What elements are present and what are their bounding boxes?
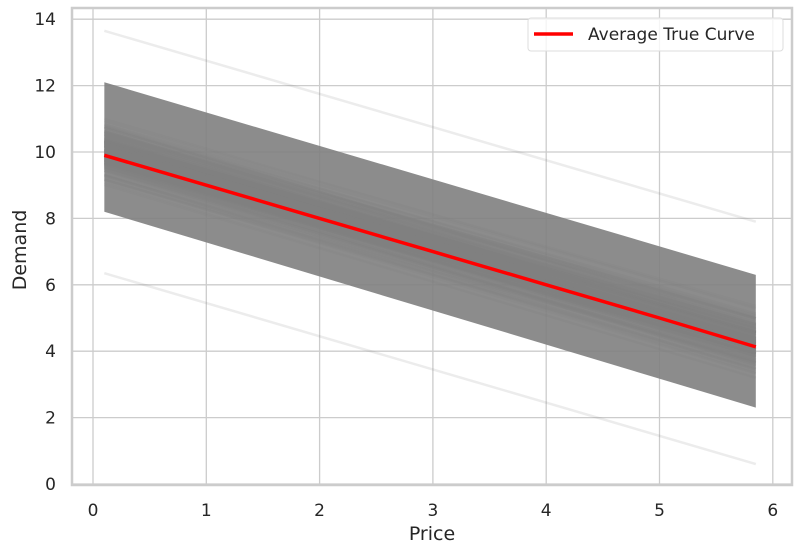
x-tick-label: 5: [654, 501, 665, 521]
y-tick-label: 14: [34, 10, 56, 30]
x-axis-label: Price: [409, 523, 455, 545]
legend: Average True Curve: [527, 17, 784, 52]
average-true-curve-line: [103, 153, 757, 349]
average-true-curve: [103, 153, 757, 349]
x-tick-label: 2: [314, 501, 325, 521]
y-tick-label: 0: [45, 475, 56, 495]
x-tick-label: 1: [201, 501, 212, 521]
y-tick-label: 2: [45, 409, 56, 429]
legend-box: [527, 17, 784, 52]
x-tick-label: 4: [541, 501, 552, 521]
legend-label: Average True Curve: [588, 25, 755, 45]
x-tick-labels: 0 1 2 3 4 5 6: [88, 501, 779, 521]
plot-frame: [70, 6, 794, 487]
x-tick-label: 6: [767, 501, 778, 521]
x-tick-label: 0: [88, 501, 99, 521]
sample-curves: [103, 29, 757, 466]
y-tick-labels: 0 2 4 6 8 10 12 14: [34, 10, 56, 495]
y-tick-label: 4: [45, 342, 56, 362]
y-tick-label: 12: [34, 77, 56, 97]
y-tick-label: 8: [45, 209, 56, 229]
y-tick-label: 6: [45, 276, 56, 296]
y-axis-label: Demand: [9, 210, 31, 291]
y-tick-label: 10: [34, 143, 56, 163]
x-tick-label: 3: [427, 501, 438, 521]
